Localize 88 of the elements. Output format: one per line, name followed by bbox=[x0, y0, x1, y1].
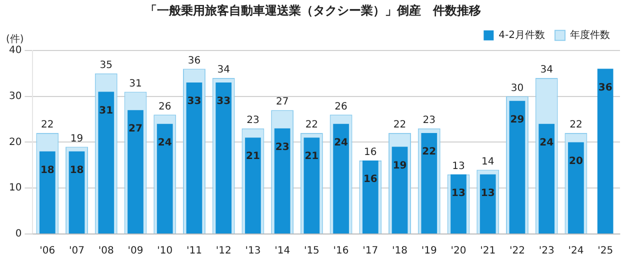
data-label: 21 bbox=[246, 151, 260, 162]
bar bbox=[597, 68, 614, 234]
data-label: 34 bbox=[540, 64, 553, 76]
x-tick-label: '06 bbox=[40, 246, 56, 257]
x-tick-label: '18 bbox=[392, 246, 408, 257]
bar bbox=[362, 160, 378, 234]
x-tick-label: '21 bbox=[480, 246, 496, 257]
x-tick-label: '19 bbox=[421, 246, 437, 257]
data-label: 24 bbox=[540, 137, 554, 148]
chart-title: 「一般乗用旅客自動車運送業（タクシー業）」倒産 件数推移 bbox=[145, 3, 481, 18]
data-label: 27 bbox=[128, 124, 142, 135]
data-label: 19 bbox=[392, 160, 407, 172]
bar bbox=[128, 110, 144, 234]
bar bbox=[450, 174, 466, 234]
bar bbox=[98, 92, 114, 234]
bar bbox=[245, 138, 261, 234]
data-label: 35 bbox=[100, 60, 112, 71]
data-label: 22 bbox=[305, 120, 318, 131]
data-label: 31 bbox=[99, 105, 114, 116]
data-label: 24 bbox=[158, 137, 172, 148]
x-tick-label: '09 bbox=[128, 246, 144, 257]
data-label: 21 bbox=[304, 151, 319, 162]
y-tick-label: 20 bbox=[8, 136, 22, 148]
x-tick-label: '23 bbox=[538, 246, 554, 257]
data-label: 22 bbox=[41, 120, 54, 131]
bar bbox=[304, 138, 320, 234]
data-label: 29 bbox=[510, 114, 524, 126]
data-label: 33 bbox=[216, 96, 231, 108]
x-tick-label: '10 bbox=[157, 246, 173, 257]
x-tick-label: '25 bbox=[598, 246, 614, 257]
bar bbox=[156, 124, 173, 234]
data-label: 36 bbox=[598, 82, 612, 94]
legend-label: 年度件数 bbox=[570, 28, 610, 41]
data-label: 19 bbox=[70, 133, 84, 144]
data-label: 36 bbox=[188, 55, 201, 66]
data-label: 33 bbox=[187, 96, 202, 108]
data-label: 18 bbox=[70, 164, 84, 176]
x-tick-label: '07 bbox=[69, 246, 85, 257]
data-label: 24 bbox=[334, 137, 348, 148]
y-tick-label: 30 bbox=[8, 90, 22, 102]
data-label: 23 bbox=[275, 142, 290, 154]
data-label: 18 bbox=[40, 164, 54, 176]
data-label: 16 bbox=[364, 147, 377, 158]
bar bbox=[216, 82, 232, 234]
data-label: 23 bbox=[422, 115, 436, 126]
y-tick-label: 0 bbox=[15, 228, 22, 240]
data-label: 27 bbox=[276, 96, 289, 108]
bar bbox=[186, 82, 202, 234]
bar bbox=[333, 124, 349, 234]
x-tick-label: '13 bbox=[245, 246, 261, 257]
data-label: 13 bbox=[480, 188, 495, 199]
bar bbox=[68, 151, 85, 234]
bar bbox=[509, 100, 526, 234]
x-tick-label: '08 bbox=[98, 246, 114, 257]
data-label: 13 bbox=[452, 188, 466, 199]
y-tick-label: 10 bbox=[8, 182, 22, 194]
data-label: 16 bbox=[363, 174, 378, 186]
bar bbox=[538, 124, 555, 234]
y-tick-label: 40 bbox=[8, 44, 22, 56]
data-label: 22 bbox=[422, 146, 436, 158]
data-label: 13 bbox=[452, 160, 465, 172]
x-tick-label: '17 bbox=[362, 246, 378, 257]
x-tick-label: '15 bbox=[304, 246, 320, 257]
bar bbox=[274, 128, 290, 234]
x-tick-label: '11 bbox=[186, 246, 202, 257]
x-tick-label: '20 bbox=[450, 246, 466, 257]
data-label: 20 bbox=[568, 156, 583, 167]
data-label: 14 bbox=[481, 156, 494, 168]
data-label: 31 bbox=[129, 78, 142, 90]
x-tick-label: '14 bbox=[274, 246, 290, 257]
x-tick-label: '24 bbox=[568, 246, 584, 257]
x-tick-label: '16 bbox=[333, 246, 349, 257]
x-tick-label: '22 bbox=[509, 246, 525, 257]
bar bbox=[568, 142, 584, 234]
data-label: 23 bbox=[246, 115, 260, 126]
data-label: 26 bbox=[334, 101, 348, 112]
data-label: 26 bbox=[158, 101, 172, 112]
bar bbox=[480, 174, 496, 234]
data-label: 34 bbox=[217, 64, 230, 76]
y-axis-title: (件) bbox=[6, 34, 24, 45]
bar bbox=[392, 146, 408, 234]
legend-label: 4-2月件数 bbox=[498, 30, 546, 41]
x-tick-label: '12 bbox=[216, 246, 232, 257]
bar bbox=[421, 133, 438, 234]
data-label: 30 bbox=[510, 82, 524, 94]
data-label: 22 bbox=[570, 120, 582, 131]
bar bbox=[39, 151, 56, 234]
data-label: 22 bbox=[393, 120, 406, 131]
